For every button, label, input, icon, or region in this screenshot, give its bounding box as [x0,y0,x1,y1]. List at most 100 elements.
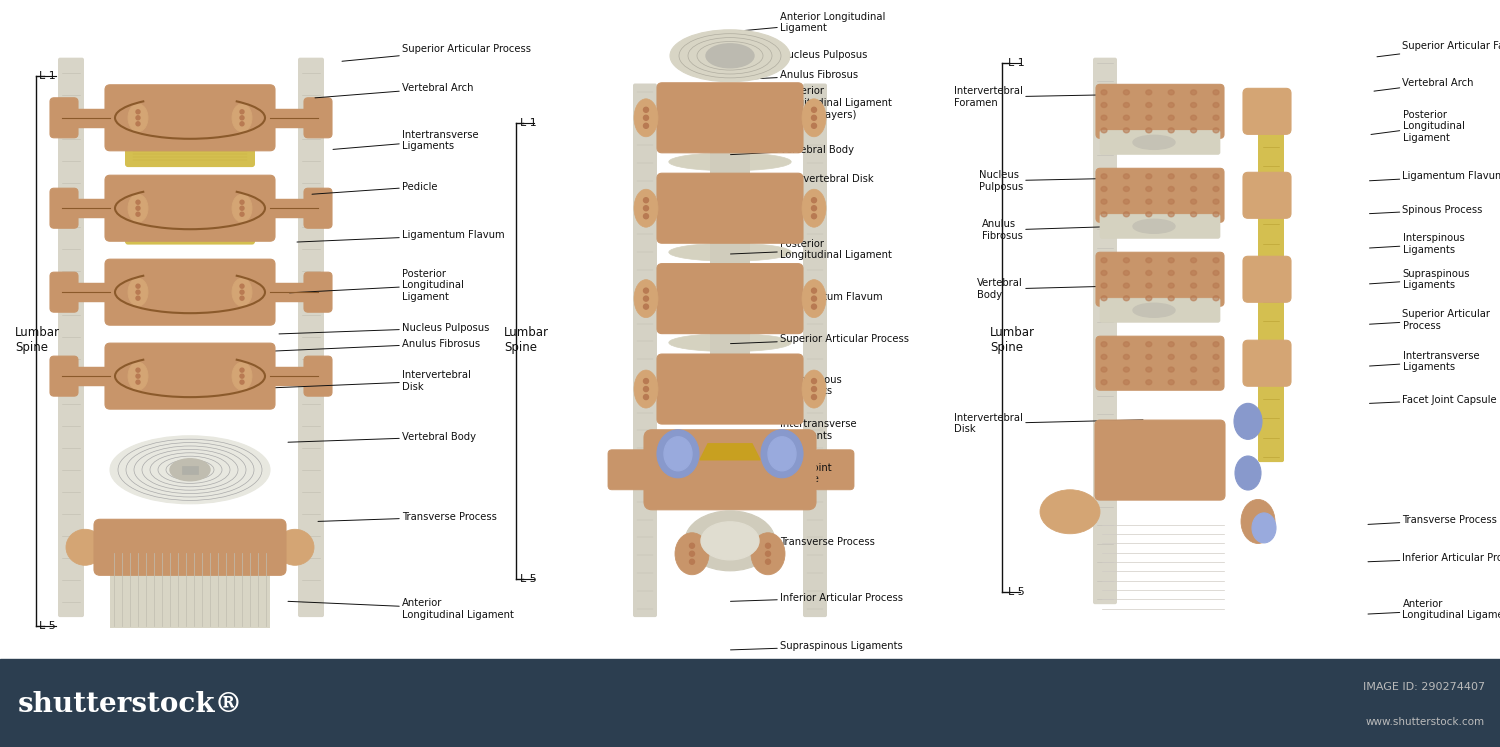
Ellipse shape [1214,212,1219,217]
Ellipse shape [644,386,648,391]
Text: Nucleus Pulposus: Nucleus Pulposus [279,323,489,334]
Text: Transverse Process: Transverse Process [318,512,496,522]
Ellipse shape [1124,187,1130,191]
Ellipse shape [669,153,790,171]
Ellipse shape [240,374,244,378]
Ellipse shape [644,394,648,400]
Ellipse shape [1214,102,1219,108]
Ellipse shape [812,214,816,219]
FancyBboxPatch shape [1094,58,1118,604]
Ellipse shape [768,437,796,471]
Ellipse shape [1214,379,1219,385]
Ellipse shape [802,279,826,317]
Ellipse shape [1168,115,1174,120]
Text: Transverse Process: Transverse Process [730,536,874,547]
Ellipse shape [1101,367,1107,372]
Ellipse shape [1101,115,1107,120]
Ellipse shape [812,386,816,391]
Ellipse shape [652,174,808,242]
Ellipse shape [1146,102,1152,108]
Ellipse shape [1234,456,1262,490]
Ellipse shape [812,304,816,309]
Text: Ligamentum Flavum: Ligamentum Flavum [1370,171,1500,182]
Text: Vertebral
Body: Vertebral Body [978,279,1143,300]
Ellipse shape [670,30,790,81]
Ellipse shape [1191,199,1197,204]
Ellipse shape [1124,174,1130,179]
FancyBboxPatch shape [1244,256,1292,303]
Ellipse shape [1214,174,1219,179]
Ellipse shape [1101,187,1107,191]
Polygon shape [700,444,760,460]
FancyBboxPatch shape [50,98,78,137]
Ellipse shape [1191,115,1197,120]
Ellipse shape [1191,258,1197,263]
Ellipse shape [1168,296,1174,301]
Ellipse shape [1191,270,1197,276]
Ellipse shape [652,355,808,423]
Ellipse shape [634,279,658,317]
Ellipse shape [652,84,808,152]
Ellipse shape [1146,296,1152,301]
Text: Posterior
Longitudinal
Ligament: Posterior Longitudinal Ligament [1371,110,1464,143]
Ellipse shape [1240,500,1275,544]
Text: shutterstock®: shutterstock® [18,691,243,718]
Text: Supraspinous Ligaments: Supraspinous Ligaments [730,641,903,651]
Ellipse shape [240,116,244,120]
Ellipse shape [690,551,694,557]
Ellipse shape [1191,367,1197,372]
Ellipse shape [1168,199,1174,204]
Ellipse shape [170,459,210,481]
FancyBboxPatch shape [124,288,255,322]
Ellipse shape [1214,187,1219,191]
Ellipse shape [1146,115,1152,120]
Ellipse shape [644,214,648,219]
Ellipse shape [1191,283,1197,288]
Ellipse shape [1101,199,1107,204]
Ellipse shape [644,205,648,211]
Ellipse shape [1132,303,1174,317]
FancyBboxPatch shape [1244,173,1292,218]
Ellipse shape [136,284,140,288]
Text: Intertransverse
Ligaments: Intertransverse Ligaments [333,130,478,151]
Ellipse shape [1040,490,1100,534]
Ellipse shape [66,530,104,565]
FancyBboxPatch shape [1258,123,1284,462]
Text: L 5: L 5 [520,574,537,584]
Ellipse shape [690,560,694,564]
Ellipse shape [240,122,244,125]
Ellipse shape [232,362,252,390]
Text: Anterior
Longitudinal Ligament: Anterior Longitudinal Ligament [1368,599,1500,620]
Ellipse shape [276,530,314,565]
Text: Lumbar
Spine: Lumbar Spine [504,326,549,354]
FancyBboxPatch shape [304,188,332,229]
Ellipse shape [1101,258,1107,263]
Bar [110,551,270,628]
Text: Intervertebral
Disk: Intervertebral Disk [954,413,1143,434]
FancyBboxPatch shape [644,430,816,509]
FancyBboxPatch shape [1100,214,1220,238]
Ellipse shape [812,394,816,400]
Ellipse shape [1124,379,1130,385]
Text: Ligamentum Flavum: Ligamentum Flavum [730,292,882,303]
Ellipse shape [136,200,140,204]
Ellipse shape [644,123,648,128]
Ellipse shape [644,108,648,112]
Ellipse shape [669,334,790,352]
Text: Intertransverse
Ligaments: Intertransverse Ligaments [1370,351,1479,372]
FancyBboxPatch shape [1244,88,1292,134]
FancyBboxPatch shape [1096,252,1224,306]
Ellipse shape [1168,187,1174,191]
Text: Anulus Fibrosus: Anulus Fibrosus [273,338,480,351]
Ellipse shape [675,533,710,574]
Text: Facet Joint
Capsule: Facet Joint Capsule [730,463,831,484]
FancyBboxPatch shape [657,173,802,244]
Ellipse shape [240,110,244,114]
FancyBboxPatch shape [298,58,324,617]
Text: Ligamentum Flavum: Ligamentum Flavum [297,230,504,242]
Ellipse shape [812,379,816,383]
Ellipse shape [1101,174,1107,179]
Ellipse shape [690,543,694,548]
Ellipse shape [1214,341,1219,347]
Ellipse shape [1191,174,1197,179]
